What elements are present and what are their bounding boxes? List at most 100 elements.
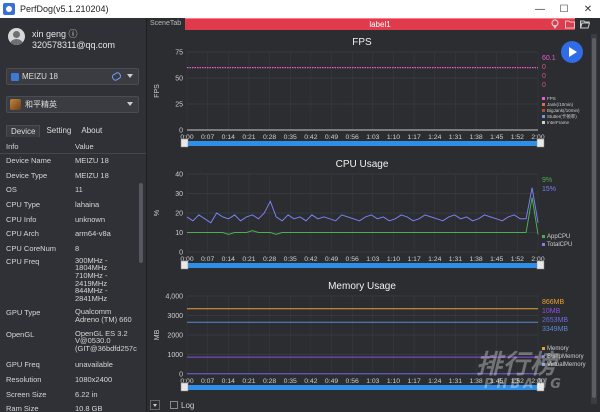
legend-item: BigJank(/10min) — [547, 108, 580, 113]
info-row: GPU Type Qualcomm Adreno (TM) 660 — [0, 307, 146, 329]
time-range-slider — [185, 385, 540, 390]
x-tick-label: 1:17 — [408, 256, 421, 263]
x-tick-label: 0:21 — [242, 256, 255, 263]
log-checkbox[interactable] — [170, 401, 178, 409]
folder-icon[interactable] — [565, 19, 575, 29]
info-value-line: 300MHz - — [75, 255, 108, 265]
y-tick-label: 0 — [179, 128, 183, 135]
avatar[interactable] — [8, 28, 25, 45]
slider-handle-right — [536, 382, 545, 392]
info-value-line: (GIT@36bdfd257c — [75, 343, 137, 353]
app-select-value: 和平精英 — [25, 100, 57, 109]
x-tick-label: 1:31 — [449, 256, 462, 263]
tab-about[interactable]: About — [81, 126, 103, 135]
location-pin-icon[interactable] — [550, 19, 560, 29]
charts-area: FPS FPS 0 25 50 75 0:00 0:07 0:14 0:21 0:28 0:35 0:4… — [149, 32, 589, 393]
play-button[interactable] — [561, 41, 583, 63]
close-button[interactable]: ✕ — [583, 3, 593, 15]
x-tick-label: 0:49 — [325, 256, 338, 263]
y-tick-label: 50 — [175, 76, 183, 83]
maximize-button[interactable]: ☐ — [559, 3, 569, 15]
info-row: CPU Info unknown — [0, 213, 146, 228]
device-select[interactable]: MEIZU 18 — [6, 68, 139, 85]
open-folder-icon[interactable] — [580, 19, 590, 29]
x-tick-label: 1:03 — [366, 378, 379, 385]
x-tick-label: 0:07 — [201, 256, 214, 263]
x-tick-label: 1:31 — [449, 378, 462, 385]
x-tick-label: 1:24 — [428, 378, 441, 385]
tab-setting[interactable]: Setting — [46, 126, 72, 135]
info-header-value: Value — [75, 142, 94, 151]
y-tick-label: 2000 — [167, 333, 183, 340]
x-tick-label: 0:21 — [242, 378, 255, 385]
legend-item: AppCPU — [547, 234, 570, 240]
legend-item: Memory — [547, 346, 569, 352]
sidebar-scrollbar[interactable] — [139, 183, 143, 263]
info-value-line: Qualcomm — [75, 307, 112, 317]
main-scrollbar-thumb[interactable] — [592, 38, 596, 398]
info-key: OS — [6, 185, 17, 195]
bottom-bar: Log — [147, 398, 447, 412]
y-tick-label: 3000 — [167, 313, 183, 320]
legend-item: SwapMemory — [547, 354, 584, 360]
label-bar[interactable]: label1 — [185, 18, 575, 30]
info-row: Device Type MEIZU 18 — [0, 169, 146, 184]
legend-swatch — [542, 355, 545, 358]
scene-tab[interactable]: SceneTab — [150, 20, 182, 27]
y-tick-label: 40 — [175, 172, 183, 179]
info-key: Device Type — [6, 170, 48, 180]
info-value-line: 2841MHz — [75, 293, 108, 303]
info-value: 10.8 GB — [75, 404, 103, 412]
info-row: CPU CoreNum 8 — [0, 242, 146, 257]
title-bar: PerfDog(v5.1.210204) — ☐ ✕ — [0, 0, 600, 18]
info-row: Ram Size 10.8 GB — [0, 402, 146, 412]
info-value-line: 710MHz - — [75, 271, 108, 280]
x-tick-label: 0:49 — [325, 134, 338, 141]
wifi-link-icon[interactable] — [110, 71, 123, 82]
user-profile[interactable]: xin geng ⓘ 320578311@qq.com — [8, 26, 144, 56]
x-tick-label: 0:07 — [201, 378, 214, 385]
info-key: Screen Size — [6, 389, 47, 399]
legend-swatch — [542, 363, 545, 366]
user-name: xin geng ⓘ — [32, 29, 78, 39]
x-tick-label: 0:00 — [180, 378, 193, 385]
info-row: Device Name MEIZU 18 — [0, 154, 146, 169]
y-tick-label: 25 — [175, 102, 183, 109]
y-axis-label: MB — [154, 329, 161, 340]
x-tick-label: 1:38 — [469, 134, 482, 141]
info-key: GPU Freq — [6, 360, 40, 370]
current-value: 9% — [542, 177, 552, 184]
legend-swatch — [542, 115, 545, 118]
info-header-key: Info — [6, 142, 19, 151]
expand-log-button[interactable] — [150, 400, 160, 410]
slider-handle-right — [536, 260, 545, 270]
x-tick-label: 0:14 — [222, 256, 235, 263]
watermark-text: 排行榜 — [476, 350, 558, 380]
series-line — [186, 187, 539, 224]
x-tick-label: 0:56 — [346, 134, 359, 141]
x-tick-label: 0:07 — [201, 134, 214, 141]
chart-title: FPS — [352, 37, 372, 48]
info-key: CPU Arch — [6, 229, 39, 239]
window-title: PerfDog(v5.1.210204) — [20, 4, 109, 14]
legend-swatch — [542, 243, 545, 246]
y-tick-label: 30 — [175, 191, 183, 198]
current-value: 60.1 — [542, 55, 556, 62]
y-tick-label: 10 — [175, 230, 183, 237]
y-tick-label: 75 — [175, 50, 183, 57]
device-select-value: MEIZU 18 — [22, 72, 59, 81]
app-select[interactable]: 和平精英 — [6, 96, 139, 113]
minimize-button[interactable]: — — [535, 3, 545, 15]
x-tick-label: 0:14 — [222, 134, 235, 141]
legend-swatch — [542, 109, 545, 112]
info-value-line: 844MHz - — [75, 286, 108, 296]
x-tick-label: 1:45 — [490, 256, 503, 263]
info-row: CPU Type lahaina — [0, 198, 146, 213]
info-row: Resolution 1080x2400 — [0, 373, 146, 388]
info-key: CPU CoreNum — [6, 244, 57, 254]
tab-device[interactable]: Device — [6, 125, 41, 137]
main-scrollbar[interactable] — [591, 34, 597, 404]
info-value-line: 1804MHz — [75, 263, 108, 273]
legend-item: VirtualMemory — [547, 362, 586, 368]
x-tick-label: 0:21 — [242, 134, 255, 141]
